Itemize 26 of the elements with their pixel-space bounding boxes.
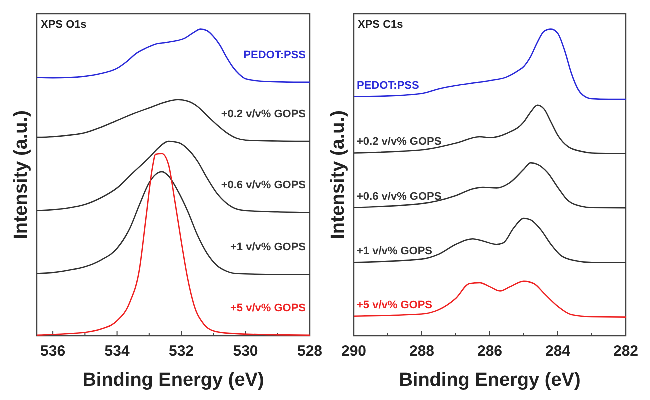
- series-label: PEDOT:PSS: [357, 80, 420, 92]
- x-tick-label: 534: [104, 343, 130, 360]
- series-label: +0.2 v/v% GOPS: [357, 136, 442, 148]
- x-tick-label: 290: [341, 343, 367, 360]
- x-tick-label: 530: [233, 343, 258, 360]
- series-label: +5 v/v% GOPS: [357, 299, 433, 312]
- series-label: PEDOT:PSS: [244, 49, 306, 62]
- y-axis-title: Intensity (a.u.): [11, 110, 32, 240]
- series-label: +1 v/v% GOPS: [230, 242, 306, 254]
- x-tick-label: 288: [409, 343, 435, 360]
- chart-title: XPS O1s: [41, 19, 87, 31]
- chart-title: XPS C1s: [358, 19, 404, 31]
- series-label: +1 v/v% GOPS: [357, 246, 433, 258]
- x-tick-label: 532: [169, 343, 194, 360]
- x-tick-label: 282: [613, 343, 639, 360]
- x-tick-label: 536: [40, 343, 66, 360]
- x-axis-title: Binding Energy (eV): [82, 370, 264, 391]
- series-label: +5 v/v% GOPS: [230, 302, 306, 314]
- x-tick-label: 286: [477, 343, 503, 360]
- series-label: +0.6 v/v% GOPS: [221, 180, 306, 192]
- x-tick-label: 284: [545, 343, 572, 360]
- series-label: +0.2 v/v% GOPS: [221, 108, 306, 121]
- x-axis-title: Binding Energy (eV): [399, 370, 581, 391]
- x-tick-label: 528: [297, 343, 323, 360]
- series-label: +0.6 v/v% GOPS: [357, 190, 442, 203]
- y-axis-title: Intensity (a.u.): [328, 110, 349, 240]
